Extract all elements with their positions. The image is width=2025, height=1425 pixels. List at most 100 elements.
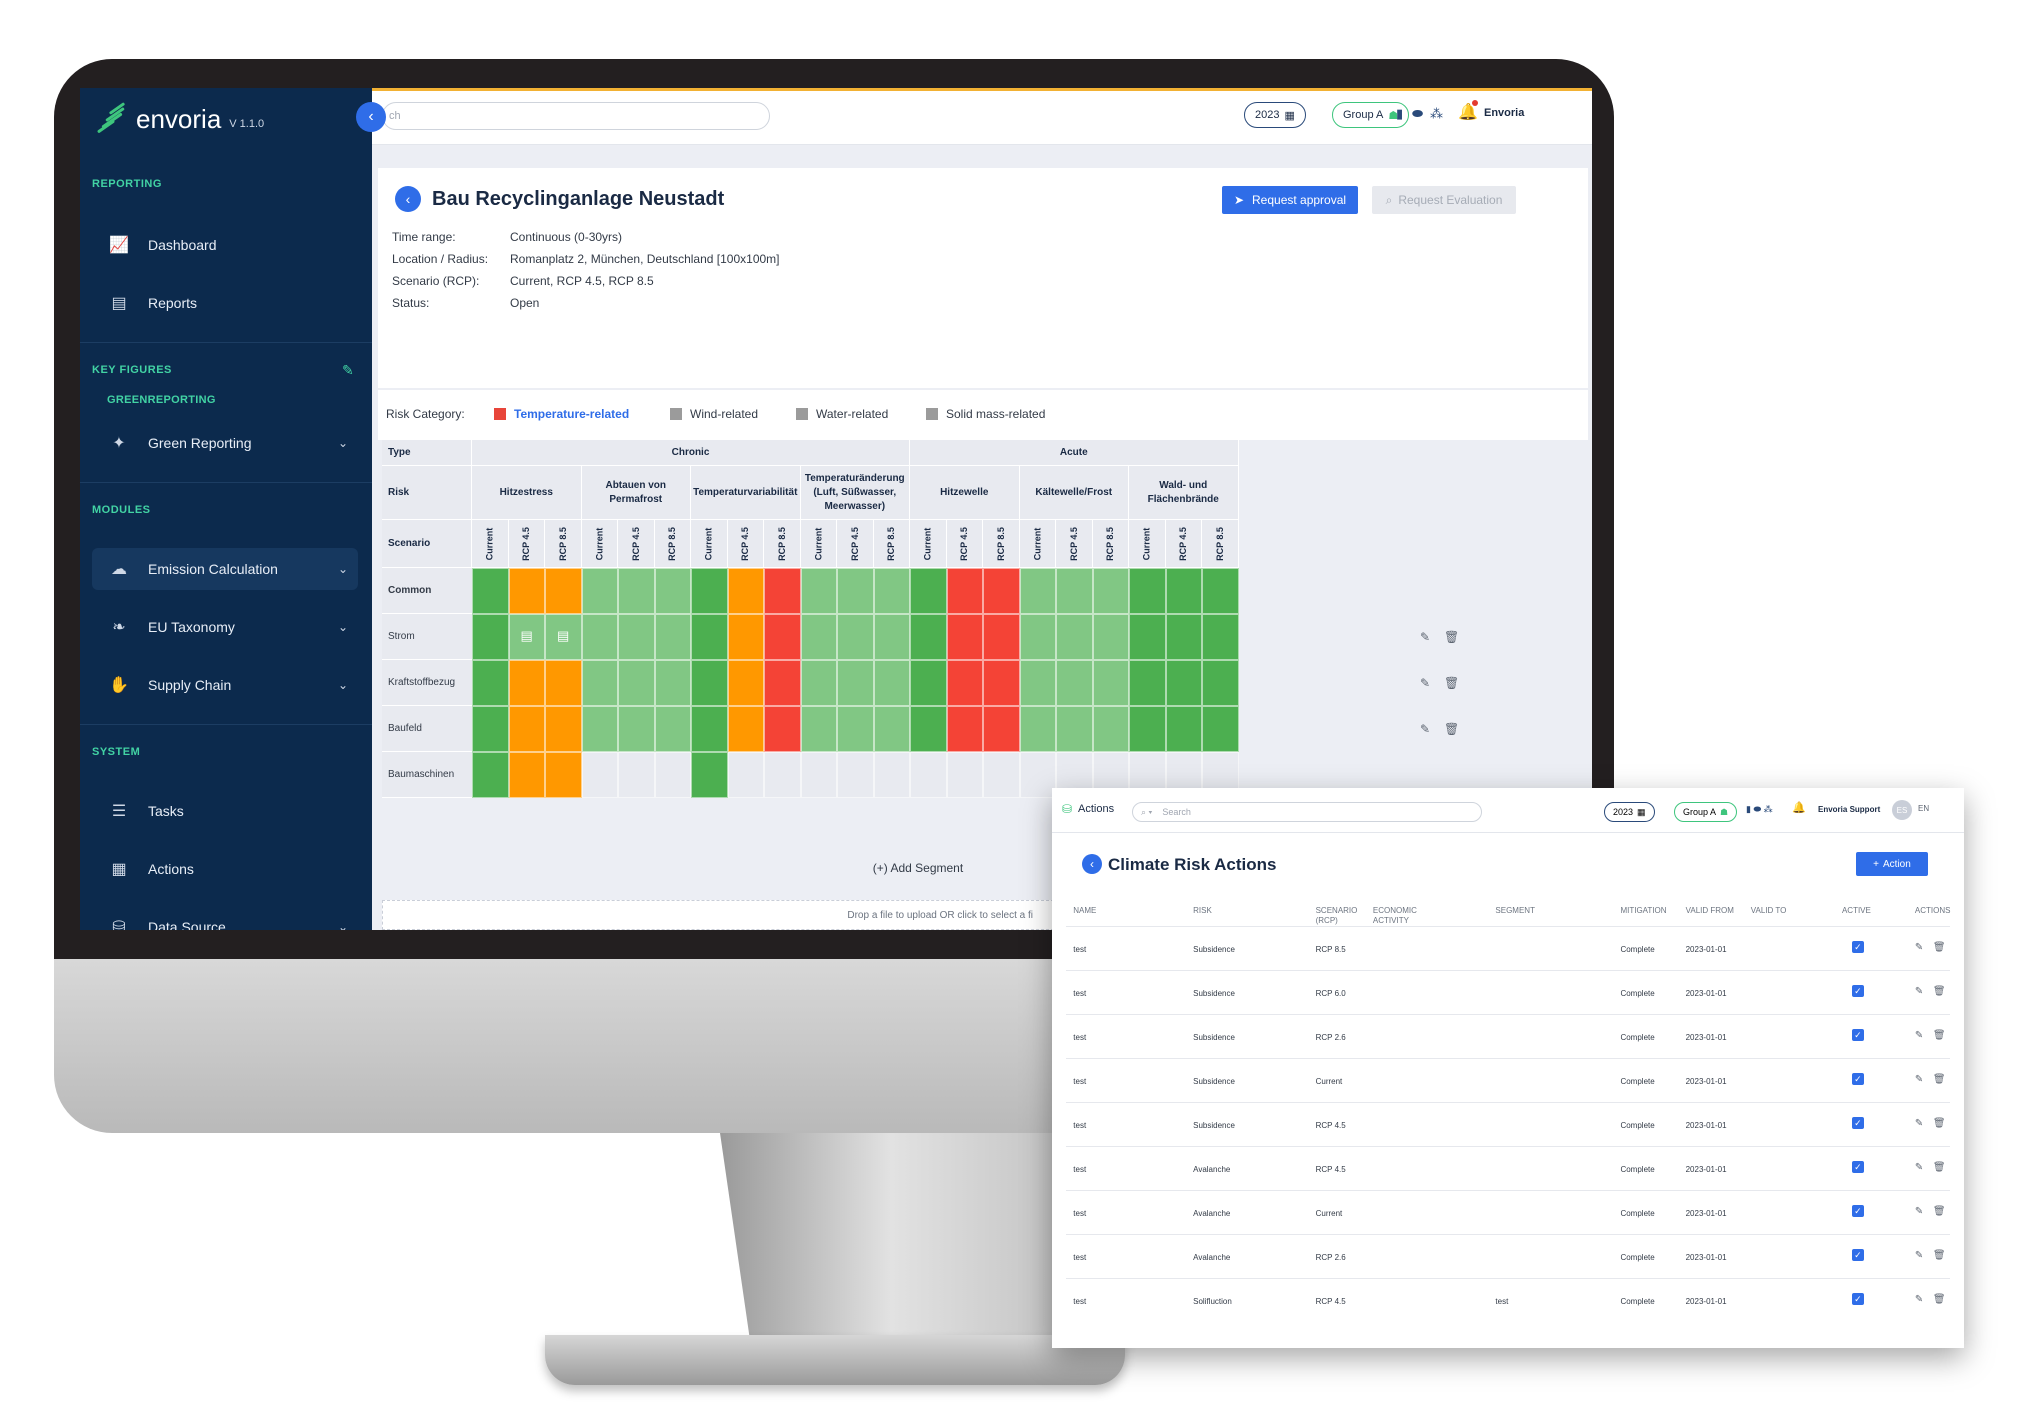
matrix-cell[interactable] xyxy=(1092,568,1129,614)
app-logo[interactable]: envoria V 1.1.0 xyxy=(94,101,264,135)
matrix-cell[interactable] xyxy=(1129,568,1166,614)
toggle-icon[interactable]: ⬬ xyxy=(1412,106,1424,121)
avatar[interactable]: ES xyxy=(1892,800,1912,820)
delete-icon[interactable]: 🗑 xyxy=(1932,942,1946,953)
legend-item-wind[interactable]: Wind-related xyxy=(690,407,759,421)
matrix-cell[interactable] xyxy=(545,706,582,752)
delete-icon[interactable]: 🗑 xyxy=(1932,1206,1946,1217)
delete-icon[interactable]: 🗑 xyxy=(1444,722,1460,736)
edit-icon[interactable]: ✎ xyxy=(1914,1294,1924,1305)
clipboard-icon[interactable]: ▤ xyxy=(520,628,533,643)
delete-icon[interactable]: 🗑 xyxy=(1932,1250,1946,1261)
matrix-cell[interactable] xyxy=(727,614,764,660)
matrix-cell[interactable] xyxy=(508,752,545,798)
matrix-cell[interactable] xyxy=(618,752,655,798)
matrix-cell[interactable] xyxy=(1129,660,1166,706)
edit-icon[interactable]: ✎ xyxy=(1914,1162,1924,1173)
request-approval-button[interactable]: ➤ Request approval xyxy=(1222,186,1358,214)
matrix-cell[interactable] xyxy=(873,752,910,798)
table-row[interactable]: test Subsidence Current Complete 2023-01-01 ✓… xyxy=(1066,1058,1950,1103)
matrix-cell[interactable] xyxy=(508,660,545,706)
group-selector[interactable]: Group A ☗ xyxy=(1332,102,1410,128)
sidebar-item-data-source[interactable]: ⛁ Data Source ⌄ xyxy=(92,906,358,930)
matrix-cell[interactable] xyxy=(1202,706,1239,752)
overlay-user-name[interactable]: Envoria Support xyxy=(1818,805,1881,814)
active-checkbox[interactable]: ✓ xyxy=(1851,1161,1864,1173)
matrix-cell[interactable] xyxy=(983,752,1020,798)
matrix-cell[interactable] xyxy=(654,706,691,752)
add-action-button[interactable]: + Action xyxy=(1856,852,1928,876)
matrix-cell[interactable] xyxy=(1019,706,1056,752)
matrix-cell[interactable] xyxy=(1165,614,1202,660)
sidebar-collapse-button[interactable]: ‹ xyxy=(356,102,386,132)
matrix-cell[interactable] xyxy=(727,568,764,614)
matrix-cell[interactable] xyxy=(1056,660,1093,706)
bookmark-icon[interactable]: ▮ xyxy=(1396,106,1404,121)
matrix-cell[interactable] xyxy=(581,706,618,752)
table-row[interactable]: test Subsidence RCP 2.6 Complete 2023-01-01 ✓… xyxy=(1066,1014,1950,1059)
matrix-cell[interactable] xyxy=(946,660,983,706)
matrix-cell[interactable] xyxy=(618,660,655,706)
sidebar-item-dashboard[interactable]: 📈 Dashboard xyxy=(92,224,358,266)
matrix-cell[interactable] xyxy=(764,706,801,752)
active-checkbox[interactable]: ✓ xyxy=(1851,941,1864,953)
active-checkbox[interactable]: ✓ xyxy=(1851,1073,1864,1085)
matrix-cell[interactable] xyxy=(472,568,509,614)
matrix-cell[interactable] xyxy=(727,660,764,706)
matrix-cell[interactable] xyxy=(800,614,837,660)
matrix-cell[interactable] xyxy=(472,706,509,752)
delete-icon[interactable]: 🗑 xyxy=(1932,1294,1946,1305)
matrix-cell[interactable] xyxy=(654,752,691,798)
matrix-cell[interactable] xyxy=(764,660,801,706)
matrix-cell[interactable] xyxy=(1202,568,1239,614)
matrix-cell[interactable] xyxy=(837,706,874,752)
sidebar-item-actions[interactable]: ▦ Actions xyxy=(92,848,358,890)
matrix-cell[interactable] xyxy=(1129,706,1166,752)
matrix-cell[interactable] xyxy=(1092,706,1129,752)
bookmark-icon[interactable]: ▮ ⬬ ⁂ xyxy=(1746,804,1773,814)
matrix-cell[interactable] xyxy=(581,614,618,660)
sidebar-item-supply-chain[interactable]: ✋ Supply Chain ⌄ xyxy=(92,664,358,706)
sidebar-item-green-reporting[interactable]: ✦ Green Reporting ⌄ xyxy=(92,422,358,464)
matrix-cell[interactable] xyxy=(1202,660,1239,706)
active-checkbox[interactable]: ✓ xyxy=(1851,985,1864,997)
overlay-back-button[interactable]: ‹ xyxy=(1082,854,1102,874)
overlay-year-selector[interactable]: 2023 ▦ xyxy=(1604,802,1655,822)
matrix-cell[interactable] xyxy=(691,660,728,706)
legend-item-water[interactable]: Water-related xyxy=(816,407,889,421)
matrix-cell[interactable] xyxy=(1019,568,1056,614)
active-checkbox[interactable]: ✓ xyxy=(1851,1205,1864,1217)
matrix-cell[interactable] xyxy=(764,568,801,614)
edit-icon[interactable]: ✎ xyxy=(1420,630,1431,644)
matrix-cell[interactable] xyxy=(508,706,545,752)
matrix-cell[interactable] xyxy=(910,660,947,706)
matrix-cell[interactable] xyxy=(946,706,983,752)
matrix-cell[interactable] xyxy=(472,660,509,706)
file-dropzone[interactable]: Drop a file to upload OR click to select… xyxy=(382,900,1054,930)
matrix-cell[interactable] xyxy=(472,614,509,660)
matrix-cell[interactable] xyxy=(910,568,947,614)
matrix-cell[interactable] xyxy=(873,660,910,706)
matrix-cell[interactable] xyxy=(472,752,509,798)
sidebar-item-reports[interactable]: ▤ Reports xyxy=(92,282,358,324)
edit-icon[interactable]: ✎ xyxy=(1914,1030,1924,1041)
sidebar-item-emission-calculation[interactable]: ☁ Emission Calculation ⌄ xyxy=(92,548,358,590)
sidebar-item-tasks[interactable]: ☰ Tasks xyxy=(92,790,358,832)
table-row[interactable]: test Subsidence RCP 4.5 Complete 2023-01-01 ✓… xyxy=(1066,1102,1950,1147)
matrix-cell[interactable] xyxy=(873,568,910,614)
matrix-cell[interactable] xyxy=(1019,614,1056,660)
matrix-cell[interactable] xyxy=(545,568,582,614)
notification-bell-icon[interactable]: 🔔 xyxy=(1792,802,1806,814)
active-checkbox[interactable]: ✓ xyxy=(1851,1117,1864,1129)
matrix-cell[interactable] xyxy=(654,660,691,706)
matrix-cell[interactable] xyxy=(764,752,801,798)
matrix-cell[interactable] xyxy=(1165,660,1202,706)
table-row[interactable]: test Subsidence RCP 6.0 Complete 2023-01-01 ✓… xyxy=(1066,970,1950,1015)
matrix-cell[interactable] xyxy=(800,706,837,752)
table-row[interactable]: test Avalanche Current Complete 2023-01-01 ✓ ✎… xyxy=(1066,1190,1950,1235)
edit-icon[interactable]: ✎ xyxy=(1914,1074,1924,1085)
active-checkbox[interactable]: ✓ xyxy=(1851,1249,1864,1261)
matrix-cell[interactable] xyxy=(946,614,983,660)
add-segment-button[interactable]: (+) Add Segment xyxy=(872,861,964,875)
matrix-cell[interactable] xyxy=(654,568,691,614)
